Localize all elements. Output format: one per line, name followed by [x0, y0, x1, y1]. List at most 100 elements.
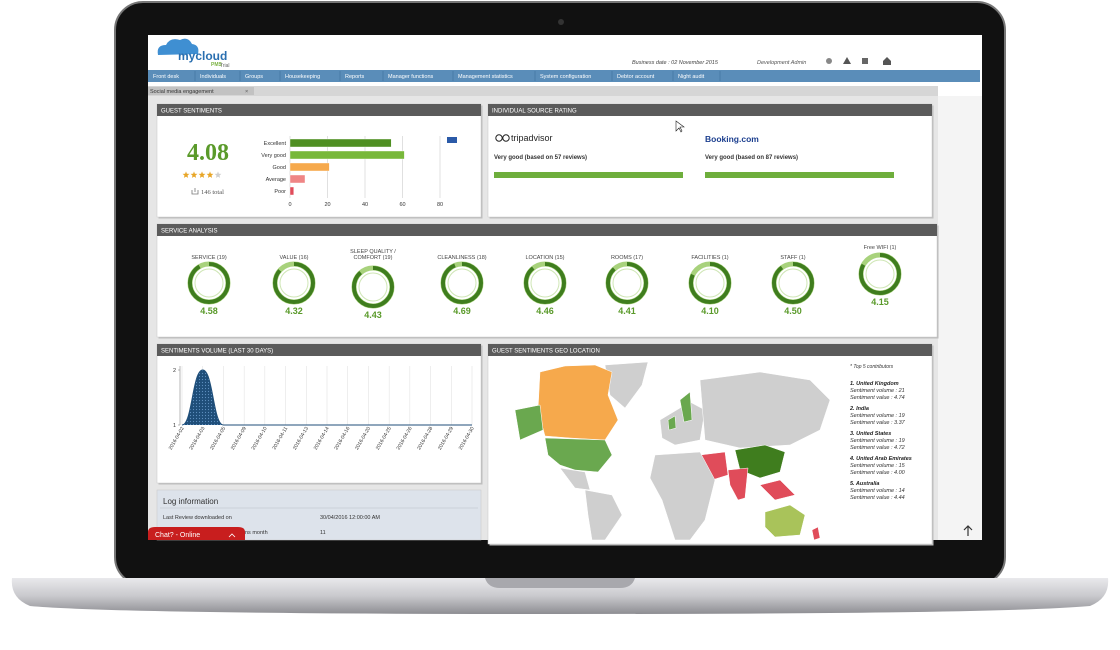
cursor [675, 120, 685, 133]
ring-inner [279, 268, 309, 298]
item-score: 4.32 [285, 306, 303, 316]
bar [289, 162, 330, 172]
edition: Trial [220, 63, 230, 69]
panel [487, 103, 933, 218]
nav-item[interactable]: Reports [345, 74, 365, 80]
home-icon[interactable] [883, 57, 891, 65]
panel-header [157, 104, 481, 116]
greenland [604, 361, 649, 409]
australia [764, 504, 806, 538]
nav-item[interactable]: Management statistics [458, 74, 513, 80]
item-label: LOCATION (15) [525, 255, 564, 261]
chat-label[interactable]: Chat? - Online [155, 532, 200, 539]
usa [544, 437, 613, 473]
item-label: STAFF (1) [780, 255, 805, 261]
tab-close[interactable]: × [245, 89, 248, 95]
business-date: Business date : 02 November 2015 [632, 60, 719, 66]
x-tick-label: 80 [437, 202, 443, 208]
rating-bar [705, 172, 894, 178]
contributor-value: Sentiment value : 4.44 [850, 495, 905, 501]
content: Front desk Individuals Groups Housekeeping R… [148, 71, 939, 546]
india [727, 467, 749, 501]
contributor-name: 1. United Kingdom [850, 381, 899, 387]
geo-note: * Top 5 contributors [850, 364, 894, 370]
contributor-volume: Sentiment volume : 21 [850, 388, 905, 394]
tab[interactable] [148, 87, 254, 95]
panel-title: GUEST SENTIMENTS GEO LOCATION [492, 349, 600, 355]
star [206, 171, 214, 178]
category-label: Excellent [264, 141, 287, 147]
contributor-value: Sentiment value : 4.74 [850, 395, 905, 401]
ring-inner [695, 268, 725, 298]
se-asia [759, 479, 796, 501]
alaska [514, 404, 544, 441]
item-score: 4.43 [364, 310, 382, 320]
panel-header [488, 104, 932, 116]
rating-bar [494, 172, 683, 178]
nav-item[interactable]: Night audit [678, 74, 705, 80]
panel-title: SENTIMENTS VOLUME (LAST 30 DAYS) [161, 349, 273, 355]
contributor-name: 2. India [849, 406, 869, 412]
item-score: 4.69 [453, 306, 471, 316]
score: 4.08 [187, 140, 229, 166]
contributor-volume: Sentiment volume : 19 [850, 438, 905, 444]
category-label: Average [266, 177, 286, 183]
nav-item[interactable]: Debtor account [617, 74, 655, 80]
panel-header [157, 344, 481, 356]
africa [649, 451, 716, 541]
item-score: 4.10 [701, 306, 719, 316]
base-notch [485, 578, 635, 588]
source-name: Booking.com [705, 134, 759, 144]
item-label: FACILITIES (1) [691, 255, 728, 261]
log-value: 30/04/2016 12:00:00 AM [320, 515, 380, 521]
nav-item[interactable]: Manager functions [388, 74, 433, 80]
ring-inner [530, 268, 560, 298]
item-score: 4.41 [618, 306, 636, 316]
source-rating: Very good (based on 87 reviews) [705, 155, 798, 161]
ring-value [273, 262, 315, 304]
contributor-name: 4. United Arab Emirates [849, 456, 912, 462]
alert-icon[interactable] [843, 57, 851, 64]
panel [156, 103, 482, 218]
scroll-top[interactable] [963, 525, 973, 536]
contributor-volume: Sentiment volume : 14 [850, 488, 905, 494]
contributor-value: Sentiment value : 4.72 [850, 445, 905, 451]
nav-item[interactable]: Housekeeping [285, 74, 320, 80]
panel-title: GUEST SENTIMENTS [161, 109, 222, 115]
logo-sub: PMS [211, 62, 223, 68]
nav-item[interactable]: Groups [245, 74, 263, 80]
panel-header [157, 224, 937, 236]
item-label: CLEANLINESS (18) [437, 255, 486, 261]
logo: mycloud [178, 49, 227, 63]
tab-label[interactable]: Social media engagement [150, 89, 214, 95]
mexico [559, 467, 591, 491]
volume-area [182, 370, 472, 425]
x-tick-label: 40 [362, 202, 368, 208]
bar [289, 174, 306, 184]
chat-button[interactable] [148, 527, 245, 540]
settings-icon[interactable] [862, 58, 868, 64]
item-score: 4.46 [536, 306, 554, 316]
camera [558, 19, 564, 25]
nav-item[interactable]: Individuals [200, 74, 226, 80]
nav-bar [148, 70, 980, 82]
item-score: 4.58 [200, 306, 218, 316]
nav-item[interactable]: System configuration [540, 74, 591, 80]
user-name: Development Admin [757, 60, 806, 66]
bar [289, 150, 405, 160]
canada [537, 364, 619, 441]
nz [811, 526, 821, 541]
russia-asia [699, 371, 831, 449]
ring-inner [865, 259, 895, 289]
y-tick-label: 1 [173, 423, 176, 429]
log-label: Last Review downloaded on [163, 515, 232, 521]
user-icon[interactable] [826, 58, 832, 64]
log-label: ns month [245, 530, 268, 536]
chat-chevron[interactable] [228, 533, 236, 538]
nav-item[interactable]: Front desk [153, 74, 179, 80]
volume-line [181, 369, 472, 426]
log-value: 11 [320, 530, 326, 536]
item-label: VALUE (16) [280, 255, 309, 261]
scandinavia [679, 391, 693, 423]
